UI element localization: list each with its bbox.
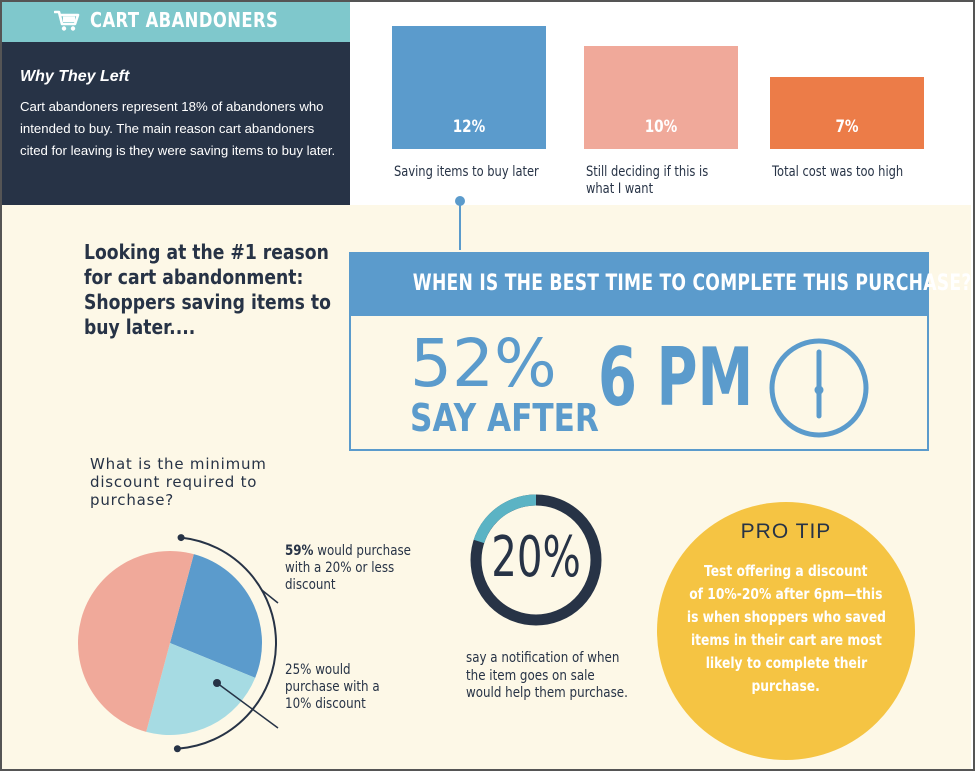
discount-pie-chart <box>78 534 279 753</box>
pie-slice-1 <box>170 554 262 678</box>
reason-bar-1 <box>392 26 546 149</box>
annotation-25: 25% would purchase with a 10% discount <box>285 662 380 712</box>
notification-text: say a notification of when the item goes… <box>466 650 628 701</box>
pro-tip-line-text: likely to complete their <box>705 654 867 672</box>
pro-tip-title: PRO TIP <box>740 520 832 543</box>
notification-percent: 20% <box>491 525 581 590</box>
pro-tip-line-text: items in their cart are most <box>690 631 882 649</box>
reason-bar-label-3: Total cost was too high <box>772 164 904 180</box>
pro-tip-line-text: Test offering a discount <box>704 562 868 580</box>
why-they-left-title: Why They Left <box>20 68 130 85</box>
leader-line-59 <box>261 589 279 604</box>
best-time-banner: WHEN IS THE BEST TIME TO COMPLETE THIS P… <box>349 252 972 316</box>
pie-bracket-dot-1 <box>177 534 185 542</box>
pro-tip-line-text: purchase. <box>751 677 821 695</box>
pro-tip-text: Test offering a discount of 10%-20% after… <box>657 560 915 698</box>
why-they-left-panel <box>2 42 350 205</box>
pro-tip-line-4: items in their cart are most <box>657 629 915 652</box>
reason-bar-2 <box>584 46 738 149</box>
say-after-label: SAY AFTER <box>410 396 599 440</box>
best-time-percent: 52% <box>410 325 557 402</box>
best-time-value: 6 PM <box>598 331 754 424</box>
pro-tip-line-5: likely to complete their <box>657 652 915 675</box>
donut-highlight <box>473 494 537 544</box>
looking-heading: Looking at the #1 reason for cart abando… <box>84 240 331 339</box>
annotation-59: 59% would purchase with a 20% or less di… <box>285 543 433 594</box>
annotation-59-text: would purchase with a 20% or less discou… <box>285 543 411 593</box>
pie-slice-2 <box>146 643 256 735</box>
pro-tip-line-text: of 10%-20% after 6pm—this <box>689 585 883 603</box>
reason-bar-value-1: 12% <box>452 117 486 137</box>
header-title: CART ABANDONERS <box>90 8 279 32</box>
pro-tip-line-2: of 10%-20% after 6pm—this <box>657 583 915 606</box>
pro-tip-circle <box>657 502 915 760</box>
leader-line-25 <box>216 682 279 729</box>
pie-bracket-arc <box>177 536 277 750</box>
pie-bracket-dot-2 <box>173 745 181 753</box>
best-time-question: WHEN IS THE BEST TIME TO COMPLETE THIS P… <box>412 271 972 296</box>
pro-tip-line-3: is when shoppers who saved <box>657 606 915 629</box>
best-time-box <box>349 316 929 451</box>
pro-tip-line-6: purchase. <box>657 675 915 698</box>
leader-dot-25 <box>213 679 221 687</box>
pro-tip-line-1: Test offering a discount <box>657 560 915 583</box>
reason-bar-value-2: 10% <box>644 117 678 137</box>
reason-bar-label-2: Still deciding if this is what I want <box>586 164 709 197</box>
reason-bar-3 <box>770 77 924 149</box>
header-bar <box>2 2 350 42</box>
discount-question: What is the minimum discount required to… <box>90 455 267 509</box>
why-they-left-text: Cart abandoners represent 18% of abandon… <box>20 99 336 158</box>
annotation-59-bold: 59% <box>285 543 314 559</box>
reason-bar-value-3: 7% <box>835 117 859 137</box>
connector-dot <box>455 196 465 206</box>
connector-line <box>459 200 461 250</box>
clock-icon <box>769 338 869 438</box>
reason-bar-label-1: Saving items to buy later <box>394 164 539 180</box>
notification-donut <box>470 494 602 626</box>
pie-slice-3 <box>78 551 194 732</box>
shopping-cart-icon <box>54 10 80 31</box>
pro-tip-line-text: is when shoppers who saved <box>686 608 886 626</box>
